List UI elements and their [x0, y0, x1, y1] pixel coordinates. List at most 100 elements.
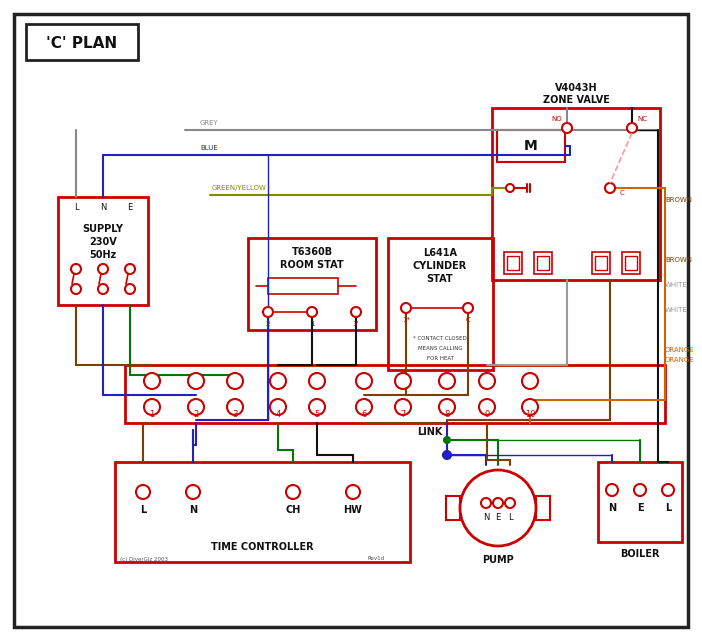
Text: 3': 3': [353, 321, 359, 327]
Bar: [504, 252, 522, 274]
Text: STAT: STAT: [427, 274, 453, 284]
Bar: [592, 252, 610, 274]
Circle shape: [634, 484, 646, 496]
Text: * CONTACT CLOSED: * CONTACT CLOSED: [413, 335, 467, 340]
Text: L641A: L641A: [423, 248, 457, 258]
Text: WHITE: WHITE: [665, 307, 688, 313]
Bar: [388, 238, 493, 370]
Text: ROOM STAT: ROOM STAT: [280, 260, 344, 270]
Circle shape: [401, 303, 411, 313]
Bar: [58, 197, 148, 305]
Bar: [497, 130, 565, 162]
Circle shape: [188, 373, 204, 389]
Text: 3: 3: [232, 410, 238, 419]
Text: M: M: [524, 139, 538, 153]
Text: 5: 5: [314, 410, 319, 419]
Text: WHITE: WHITE: [665, 282, 688, 288]
Circle shape: [443, 451, 451, 459]
Text: 6: 6: [362, 410, 366, 419]
Bar: [125, 365, 665, 423]
Bar: [537, 256, 549, 270]
Text: L: L: [665, 503, 671, 513]
Circle shape: [144, 373, 160, 389]
Text: BROWN: BROWN: [665, 257, 692, 263]
Text: BLUE: BLUE: [200, 145, 218, 151]
Text: CH: CH: [285, 505, 300, 515]
Circle shape: [439, 399, 455, 415]
Circle shape: [188, 399, 204, 415]
Text: L: L: [140, 505, 146, 515]
Text: E: E: [637, 503, 643, 513]
Circle shape: [227, 399, 243, 415]
Circle shape: [346, 485, 360, 499]
Text: C: C: [620, 190, 624, 196]
Text: BOILER: BOILER: [621, 549, 660, 559]
Circle shape: [439, 373, 455, 389]
Text: GREEN/YELLOW: GREEN/YELLOW: [212, 185, 267, 191]
Circle shape: [136, 485, 150, 499]
Text: 2: 2: [266, 321, 270, 327]
Bar: [26, 24, 138, 60]
Circle shape: [444, 437, 450, 443]
Circle shape: [493, 498, 503, 508]
Text: 2: 2: [193, 410, 199, 419]
Circle shape: [351, 307, 361, 317]
Circle shape: [662, 484, 674, 496]
Circle shape: [125, 264, 135, 274]
Text: N: N: [608, 503, 616, 513]
Text: C: C: [465, 317, 470, 323]
Text: 1*: 1*: [402, 317, 410, 323]
Bar: [248, 238, 376, 330]
Circle shape: [125, 284, 135, 294]
Bar: [268, 278, 338, 294]
Circle shape: [270, 373, 286, 389]
Text: BROWN: BROWN: [665, 197, 692, 203]
Bar: [598, 462, 682, 542]
Text: L: L: [508, 513, 512, 522]
Text: HW: HW: [343, 505, 362, 515]
Text: ORANGE: ORANGE: [665, 357, 694, 363]
Text: FOR HEAT: FOR HEAT: [427, 356, 453, 360]
Text: L: L: [74, 203, 79, 212]
Circle shape: [479, 373, 495, 389]
Text: V4043H: V4043H: [555, 83, 597, 93]
Text: 50Hz: 50Hz: [89, 250, 117, 260]
Circle shape: [71, 284, 81, 294]
Circle shape: [309, 373, 325, 389]
Circle shape: [479, 399, 495, 415]
Text: N: N: [189, 505, 197, 515]
Circle shape: [606, 484, 618, 496]
Bar: [446, 496, 460, 520]
Circle shape: [356, 373, 372, 389]
Text: 9: 9: [484, 410, 489, 419]
Text: E: E: [496, 513, 501, 522]
Text: 230V: 230V: [89, 237, 117, 247]
Bar: [492, 108, 660, 280]
Text: LINK: LINK: [417, 427, 443, 437]
Circle shape: [395, 399, 411, 415]
Circle shape: [307, 307, 317, 317]
Circle shape: [522, 399, 538, 415]
Text: TIME CONTROLLER: TIME CONTROLLER: [211, 542, 313, 552]
Text: 1: 1: [150, 410, 154, 419]
Circle shape: [505, 498, 515, 508]
Text: T6360B: T6360B: [291, 247, 333, 257]
Circle shape: [562, 123, 572, 133]
Text: 'C' PLAN: 'C' PLAN: [46, 35, 117, 51]
Circle shape: [286, 485, 300, 499]
Text: N: N: [100, 203, 106, 212]
Circle shape: [186, 485, 200, 499]
Circle shape: [227, 373, 243, 389]
Bar: [536, 496, 550, 520]
Circle shape: [98, 264, 108, 274]
Circle shape: [463, 303, 473, 313]
Text: E: E: [127, 203, 133, 212]
Text: CYLINDER: CYLINDER: [413, 261, 467, 271]
Circle shape: [481, 498, 491, 508]
Text: NC: NC: [637, 116, 647, 122]
Text: GREY: GREY: [200, 120, 219, 126]
Text: NO: NO: [552, 116, 562, 122]
Text: 10: 10: [525, 410, 535, 419]
Circle shape: [356, 399, 372, 415]
Text: 8: 8: [444, 410, 450, 419]
